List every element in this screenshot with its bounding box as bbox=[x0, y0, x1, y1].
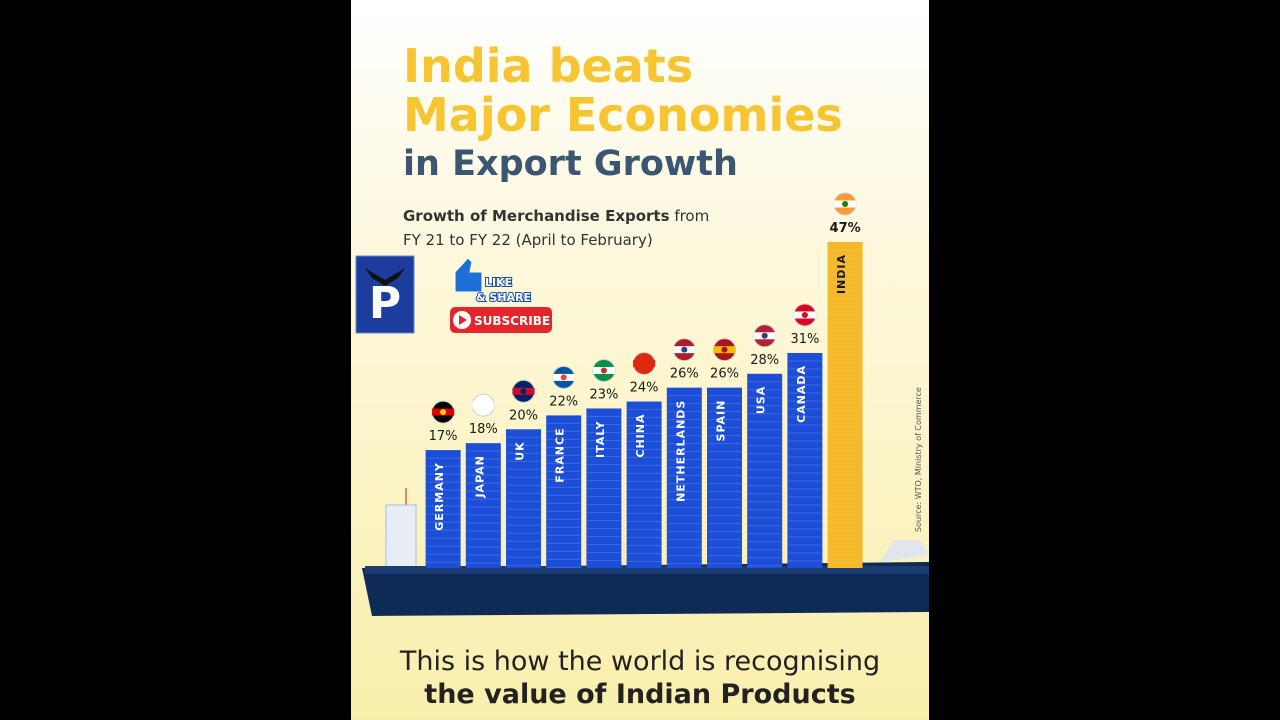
flag-dot bbox=[641, 360, 648, 367]
ship-deck bbox=[365, 566, 929, 574]
ship-bow bbox=[880, 540, 929, 562]
flag-dot bbox=[801, 311, 808, 318]
title-line: Major Economies bbox=[403, 88, 843, 142]
subtitle: FY 21 to FY 22 (April to February) bbox=[403, 231, 653, 249]
flag-dot bbox=[721, 346, 728, 353]
thumb-icon bbox=[454, 257, 483, 293]
flag-dot bbox=[681, 346, 688, 353]
value-label: 17% bbox=[429, 429, 458, 444]
bar bbox=[586, 408, 622, 568]
footer-line: the value of Indian Products bbox=[424, 679, 855, 710]
value-label: 18% bbox=[469, 422, 498, 437]
value-label: 22% bbox=[549, 394, 578, 409]
category-label: USA bbox=[755, 386, 768, 414]
value-label: 20% bbox=[509, 408, 538, 423]
bar bbox=[747, 373, 783, 568]
flag-dot bbox=[842, 201, 849, 207]
category-label: JAPAN bbox=[473, 455, 486, 498]
category-label: UK bbox=[514, 441, 527, 460]
title-line: India beats bbox=[403, 39, 693, 93]
flag-dot bbox=[520, 388, 527, 395]
value-label: 26% bbox=[670, 367, 699, 382]
bar bbox=[666, 387, 702, 568]
subscribe-button bbox=[450, 307, 552, 333]
subtitle-bold: Growth of Merchandise Exports bbox=[403, 207, 670, 225]
subscribe-text: SUBSCRIBE bbox=[474, 314, 550, 328]
bar bbox=[626, 401, 662, 568]
value-label: 26% bbox=[710, 367, 739, 382]
category-label: GERMANY bbox=[433, 462, 446, 531]
value-label: 28% bbox=[750, 353, 779, 368]
footer-line: This is how the world is recognising bbox=[399, 646, 880, 677]
bar bbox=[546, 415, 582, 568]
bar bbox=[827, 242, 863, 568]
logo-eagle bbox=[365, 268, 405, 286]
value-label: 24% bbox=[630, 381, 659, 396]
bar bbox=[425, 450, 461, 568]
logo-letter: P bbox=[369, 278, 401, 329]
flag-dot bbox=[560, 374, 567, 381]
value-label: 23% bbox=[589, 387, 618, 402]
category-label: ITALY bbox=[594, 420, 607, 458]
ship-hull bbox=[362, 562, 929, 616]
category-label: FRANCE bbox=[554, 427, 567, 482]
flag-dot bbox=[440, 409, 447, 416]
category-label: SPAIN bbox=[715, 400, 728, 442]
subtitle: Growth of Merchandise Exports from bbox=[403, 207, 709, 225]
subtitle-rest: from bbox=[674, 207, 709, 225]
value-label: 31% bbox=[790, 332, 819, 347]
flag-dot bbox=[600, 367, 607, 374]
flag-dot bbox=[480, 402, 487, 409]
category-label: CHINA bbox=[634, 414, 647, 458]
like-text: LIKE bbox=[485, 276, 512, 289]
share-text: & SHARE bbox=[476, 291, 531, 304]
value-label: 47% bbox=[830, 221, 861, 236]
source: Source: WTO, Ministry of Commerce bbox=[914, 387, 923, 532]
category-label: INDIA bbox=[835, 254, 848, 294]
category-label: CANADA bbox=[795, 365, 808, 423]
title-line: in Export Growth bbox=[403, 144, 738, 184]
bar bbox=[506, 429, 541, 568]
bar bbox=[465, 443, 501, 568]
building bbox=[385, 504, 417, 569]
bar bbox=[787, 352, 823, 568]
play-icon bbox=[459, 315, 467, 325]
flag-dot bbox=[761, 332, 768, 339]
category-label: NETHERLANDS bbox=[674, 400, 687, 502]
bar bbox=[707, 387, 742, 568]
